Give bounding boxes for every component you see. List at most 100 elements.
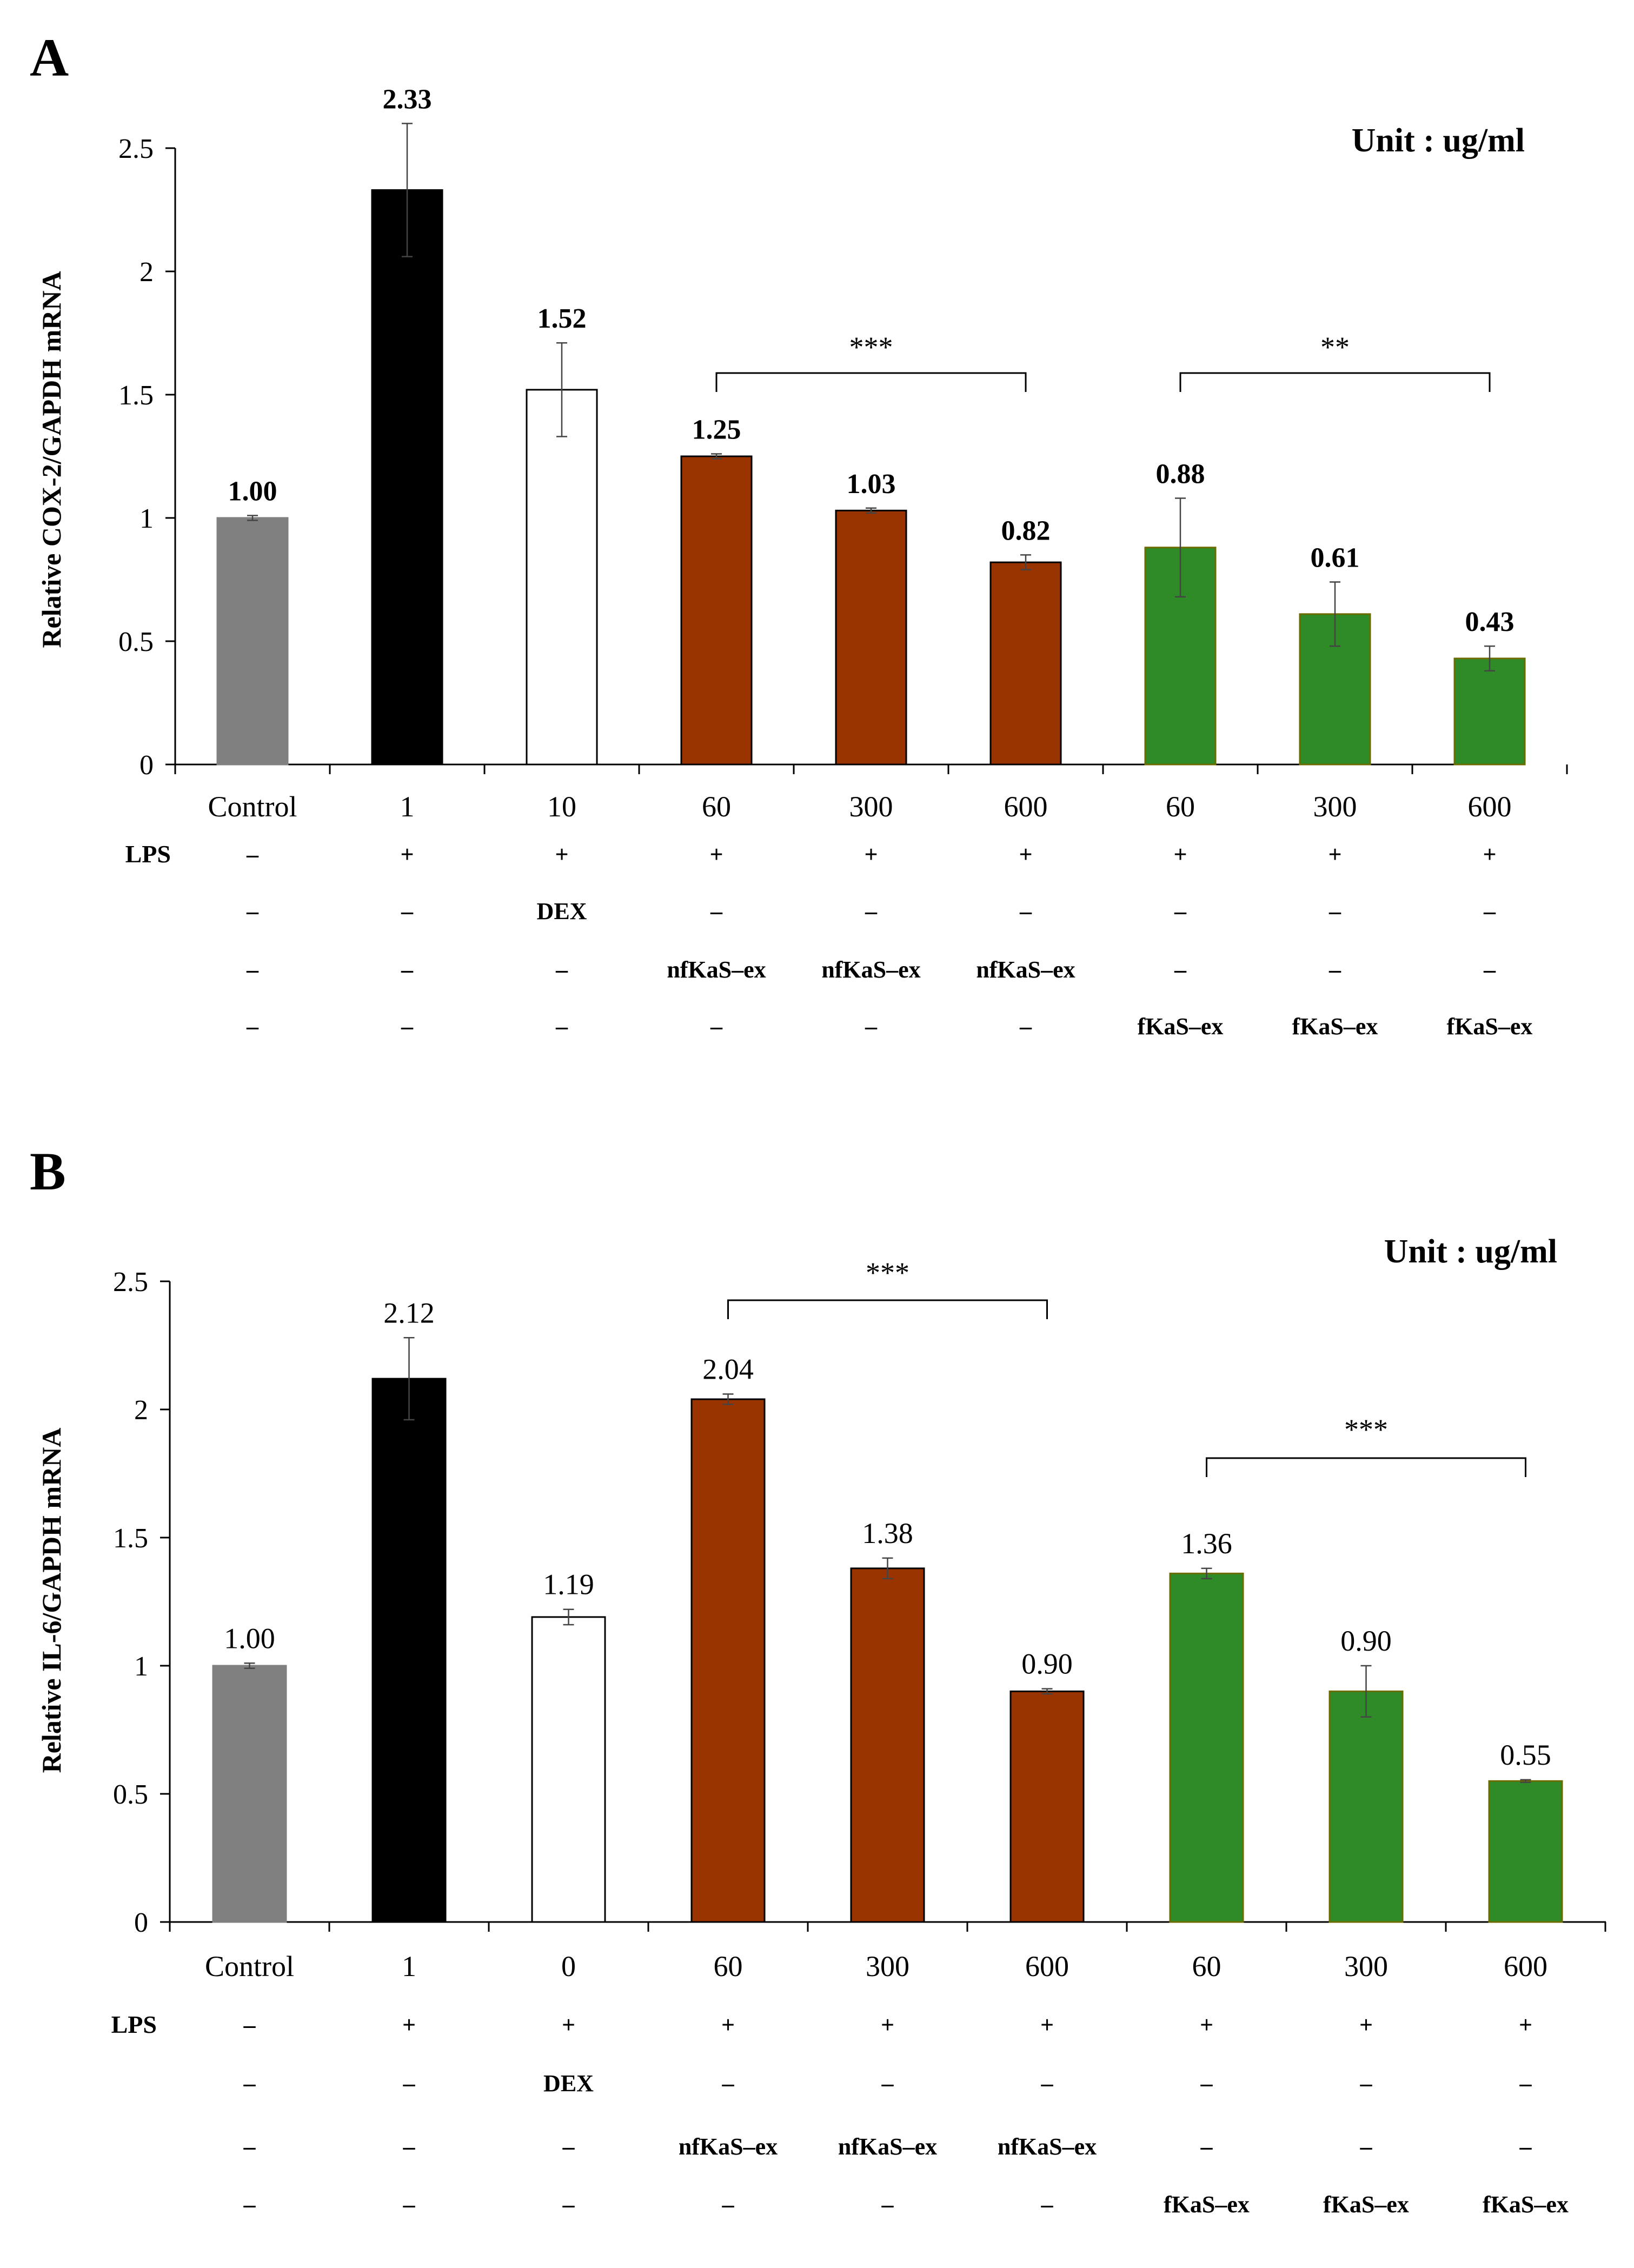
treatment-cell: – — [1041, 2191, 1054, 2218]
category-label: 1 — [402, 1950, 416, 1983]
treatment-cell: nfKaS–ex — [976, 956, 1075, 983]
treatment-cell: + — [402, 2012, 416, 2038]
treatment-cell: – — [555, 956, 568, 983]
data-label: 1.19 — [543, 1568, 594, 1601]
treatment-cell: fKaS–ex — [1164, 2191, 1250, 2218]
panel-letter: A — [30, 28, 69, 88]
significance-label: ** — [1320, 331, 1350, 363]
treatment-cell: – — [1019, 898, 1032, 925]
data-label: 0.88 — [1156, 459, 1205, 490]
y-tick-label: 1.5 — [113, 1523, 148, 1554]
treatment-cell: + — [555, 841, 568, 868]
treatment-cell: – — [246, 841, 259, 868]
bar — [1453, 657, 1526, 766]
chart-panel-a: A Unit : ug/ml Relative COX-2/GAPDH mRNA 0 0… — [30, 28, 1568, 1040]
treatment-cell: – — [243, 2070, 256, 2097]
treatment-cell: + — [1328, 841, 1341, 868]
treatment-cell: fKaS–ex — [1138, 1013, 1224, 1040]
bar — [1169, 1572, 1244, 1923]
bar — [526, 389, 598, 766]
treatment-cell: nfKaS–ex — [679, 2133, 778, 2160]
unit-note: Unit : ug/ml — [1384, 1233, 1557, 1270]
treatment-cell: + — [1200, 2012, 1213, 2038]
y-axis-label: Relative IL-6/GAPDH mRNA — [36, 1428, 67, 1773]
category-label: 60 — [714, 1950, 743, 1983]
y-tick-label: 1.5 — [118, 380, 154, 411]
treatment-cell: – — [1200, 2070, 1213, 2097]
treatment-cell: – — [403, 2070, 416, 2097]
treatment-cell: – — [1360, 2133, 1373, 2160]
treatment-cell: – — [1483, 956, 1496, 983]
treatment-cell: nfKaS–ex — [838, 2133, 937, 2160]
bar — [690, 1398, 766, 1923]
treatment-cell: – — [403, 2133, 416, 2160]
data-label: 2.04 — [702, 1353, 754, 1386]
data-label: 0.43 — [1465, 607, 1515, 637]
y-tick-label: 1 — [140, 503, 154, 534]
y-tick-label: 2 — [140, 257, 154, 288]
data-label: 0.82 — [1001, 515, 1051, 546]
panel-letter: B — [30, 1141, 66, 1201]
treatment-cell: – — [1329, 956, 1341, 983]
unit-note: Unit : ug/ml — [1352, 122, 1525, 159]
significance-label: *** — [1344, 1413, 1388, 1446]
treatment-cell: – — [1519, 2070, 1532, 2097]
treatment-cell: + — [721, 2012, 735, 2038]
treatment-cell: – — [555, 1013, 568, 1040]
treatment-cell: + — [1483, 841, 1496, 868]
treatment-cell: – — [722, 2070, 735, 2097]
category-label: Control — [205, 1950, 294, 1983]
significance-label: *** — [849, 331, 893, 363]
treatment-row-header: LPS — [111, 2011, 157, 2038]
category-label: 10 — [547, 790, 576, 823]
y-tick-label: 0.5 — [113, 1779, 148, 1810]
data-label: 2.33 — [383, 84, 432, 115]
treatment-cell: – — [1519, 2133, 1532, 2160]
treatment-cell: + — [562, 2012, 575, 2038]
category-label: 600 — [1004, 790, 1048, 823]
treatment-cell: fKaS–ex — [1292, 1013, 1378, 1040]
treatment-cell: – — [865, 898, 878, 925]
y-tick-label: 0.5 — [118, 627, 154, 657]
y-tick-label: 1 — [134, 1651, 148, 1682]
treatment-cell: fKaS–ex — [1483, 2191, 1569, 2218]
treatment-cell: fKaS–ex — [1447, 1013, 1533, 1040]
category-label: 300 — [866, 1950, 909, 1983]
bar — [371, 1378, 447, 1923]
treatment-cell: – — [243, 2133, 256, 2160]
treatment-cell: – — [246, 898, 259, 925]
bar — [531, 1616, 606, 1923]
data-label: 1.52 — [537, 303, 587, 334]
bar — [371, 189, 443, 766]
data-label: 1.36 — [1181, 1527, 1232, 1560]
bar — [1329, 1690, 1404, 1923]
treatment-cell: + — [1040, 2012, 1054, 2038]
bar — [1009, 1690, 1085, 1923]
significance-bracket — [1179, 372, 1491, 392]
bar — [212, 1665, 287, 1923]
bar — [989, 561, 1062, 766]
significance-bracket — [715, 372, 1027, 392]
category-label: Control — [208, 790, 297, 823]
treatment-cell: – — [401, 956, 414, 983]
category-label: 0 — [561, 1950, 576, 1983]
treatment-cell: – — [1174, 898, 1187, 925]
y-tick-label: 0 — [134, 1907, 148, 1938]
category-label: 600 — [1025, 1950, 1069, 1983]
data-label: 0.90 — [1021, 1648, 1073, 1680]
treatment-cell: – — [1041, 2070, 1054, 2097]
treatment-cell: – — [881, 2191, 894, 2218]
category-label: 300 — [1313, 790, 1357, 823]
treatment-cell: – — [401, 1013, 414, 1040]
category-label: 300 — [1344, 1950, 1388, 1983]
bar — [680, 455, 753, 766]
category-label: 600 — [1468, 790, 1512, 823]
treatment-cell: – — [1329, 898, 1341, 925]
treatment-cell: nfKaS–ex — [667, 956, 766, 983]
treatment-cell: – — [710, 1013, 723, 1040]
treatment-cell: fKaS–ex — [1323, 2191, 1409, 2218]
treatment-cell: + — [1519, 2012, 1532, 2038]
treatment-cell: – — [403, 2191, 416, 2218]
category-label: 60 — [1192, 1950, 1221, 1983]
data-label: 1.03 — [847, 469, 896, 500]
